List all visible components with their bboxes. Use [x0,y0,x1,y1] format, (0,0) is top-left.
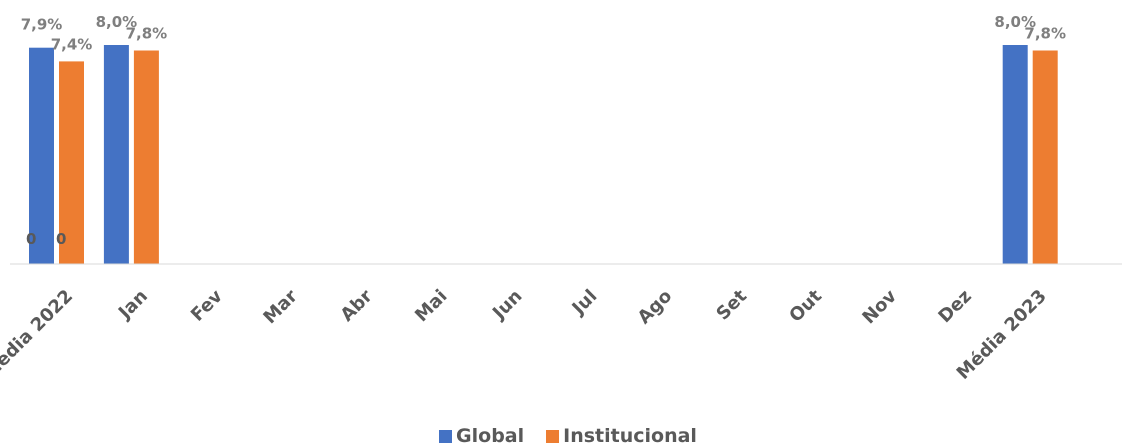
bar-institucional-0 [59,61,84,265]
x-tick-label: Ago [634,286,677,329]
leading-zero-label: 0 [26,230,37,248]
x-tick-label: Mai [411,286,451,326]
leading-zero-label: 0 [56,230,67,248]
x-tick-label: Nov [858,286,901,329]
x-tick-label: Out [785,285,826,326]
x-tick-label: Mar [259,286,301,328]
data-label-institucional-0: 7,4% [51,35,93,53]
x-tick-label: Dez [934,286,975,327]
data-label-global-1: 8,0% [96,13,138,31]
legend-label: Global [456,425,525,447]
legend-swatch-global [439,429,453,443]
legend-label: Institucional [563,425,697,447]
legend-item-institucional[interactable]: Institucional [546,425,697,447]
bar-global-0 [29,47,54,265]
x-tick-label: Jun [487,286,526,325]
x-tick-label: Média 2022 [0,286,77,384]
bar-chart: 7,9%7,4%8,0%7,8%8,0%7,8% Média 2022 Jan Fe… [0,13,1122,384]
legend: Global Institucional [0,425,1136,447]
data-label-global-0: 7,9% [21,16,63,34]
x-tick-label: Jan [113,286,152,325]
bar-institucional-1 [133,50,159,264]
bar-institucional-13 [1032,50,1058,264]
data-label-global-13: 8,0% [994,13,1036,31]
bar-global-13 [1002,45,1028,264]
x-tick-label: Jul [567,286,601,320]
legend-item-global[interactable]: Global [439,425,524,447]
x-tick-label: Fev [187,286,227,326]
data-label-institucional-13: 7,8% [1024,25,1066,43]
x-tick-label: Abr [337,286,377,326]
data-label-institucional-1: 7,8% [126,25,168,43]
legend-swatch-institucional [546,429,560,443]
bar-global-1 [103,45,129,264]
x-tick-label: Set [712,285,751,324]
